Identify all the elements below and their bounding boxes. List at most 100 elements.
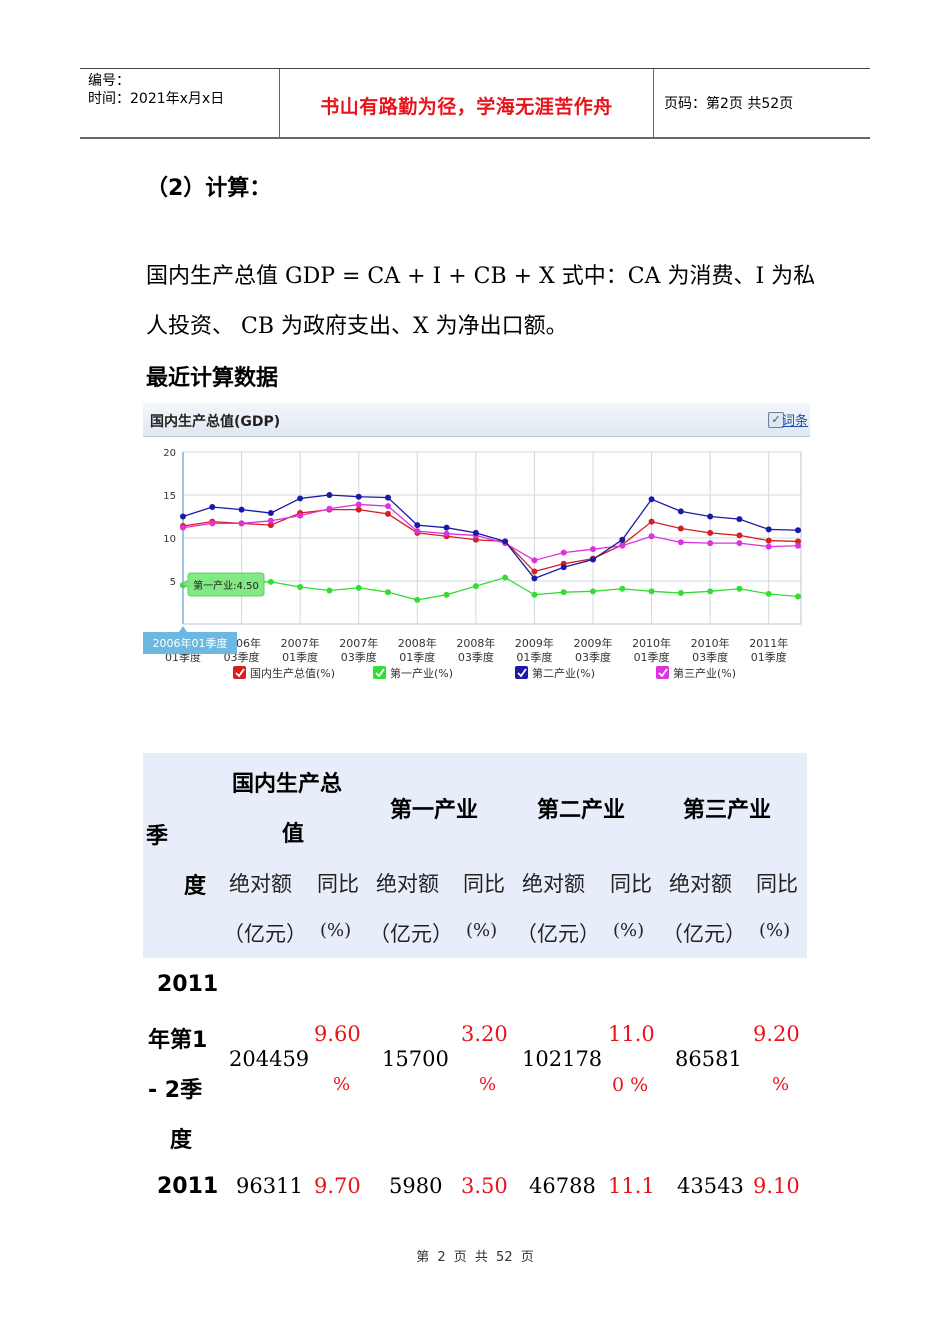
p3-yoy: 9.10	[753, 1174, 800, 1198]
gdp-yoy: 9.60	[314, 1022, 361, 1046]
date-label: 时间：2021年x月x日	[88, 91, 225, 107]
gdp-abs: 96311	[236, 1174, 303, 1198]
page-footer: 第 2 页 共 52 页	[416, 1250, 534, 1265]
page-header: 编号： 时间：2021年x月x日 书山有路勤为径，学海无涯苦作舟 页码：第2页 …	[80, 68, 870, 139]
row-label-line: 2011	[157, 972, 219, 997]
svg-text:2011年: 2011年	[749, 636, 788, 650]
sub-yoy: 同比	[317, 872, 359, 896]
col-quarter-1: 季	[146, 824, 169, 849]
formula-paragraph: 国内生产总值 GDP = CA + I + CB + X 式中：CA 为消费、I…	[146, 264, 816, 339]
gdp-chart-panel: 国内生产总值(GDP) ✓ 词条 51015202006年01季度2006年03…	[143, 403, 810, 693]
svg-text:03季度: 03季度	[458, 650, 494, 664]
svg-text:01季度: 01季度	[282, 650, 318, 664]
col-gdp-line2: 值	[282, 822, 305, 847]
svg-text:20: 20	[163, 448, 176, 459]
p1-abs: 5980	[389, 1174, 443, 1198]
table-header	[143, 753, 807, 958]
svg-text:03季度: 03季度	[692, 650, 728, 664]
svg-text:2008年: 2008年	[456, 636, 495, 650]
svg-text:第二产业(%): 第二产业(%)	[532, 666, 595, 680]
p2-yoy: 11.0	[608, 1022, 655, 1046]
subheading: 最近计算数据	[146, 366, 279, 391]
header-meta: 编号： 时间：2021年x月x日	[80, 69, 280, 137]
line-chart[interactable]: 51015202006年01季度2006年03季度2007年01季度2007年0…	[143, 403, 810, 693]
tooltip: 第一产业:4.50	[179, 572, 265, 597]
svg-text:国内生产总值(%): 国内生产总值(%)	[250, 666, 335, 680]
sub-abs-unit: （亿元）	[662, 922, 746, 946]
col-primary-industry: 第一产业	[390, 798, 479, 823]
p1-yoy: 3.50	[461, 1174, 508, 1198]
svg-text:2008年: 2008年	[398, 636, 437, 650]
col-secondary-industry: 第二产业	[537, 798, 626, 823]
sub-yoy: 同比	[463, 872, 505, 896]
svg-text:2007年: 2007年	[339, 636, 378, 650]
edit-checkbox-icon[interactable]: ✓	[768, 412, 784, 428]
row-label-line: - 2季	[148, 1078, 203, 1103]
sub-abs: 绝对额	[669, 872, 732, 896]
sub-abs-unit: （亿元）	[223, 922, 307, 946]
svg-text:10: 10	[163, 534, 176, 545]
gdp-yoy-unit: %	[333, 1074, 351, 1095]
svg-text:2010年: 2010年	[691, 636, 730, 650]
sub-yoy-unit: (%)	[320, 920, 352, 941]
gdp-yoy: 9.70	[314, 1174, 361, 1198]
p1-yoy-unit: %	[479, 1074, 497, 1095]
svg-text:2010年: 2010年	[632, 636, 671, 650]
number-label: 编号：	[88, 73, 130, 89]
series-line	[182, 494, 799, 580]
p2-abs: 46788	[529, 1174, 596, 1198]
sub-abs: 绝对额	[376, 872, 439, 896]
p2-yoy-unit: 0 %	[612, 1074, 649, 1096]
p2-yoy: 11.1	[608, 1174, 655, 1198]
svg-text:第一产业:4.50: 第一产业:4.50	[193, 579, 259, 592]
svg-text:15: 15	[163, 491, 176, 502]
svg-text:第三产业(%): 第三产业(%)	[673, 666, 736, 680]
svg-text:01季度: 01季度	[399, 650, 435, 664]
svg-text:2009年: 2009年	[515, 636, 554, 650]
svg-text:5: 5	[170, 577, 176, 588]
legend-checkbox-icon	[515, 666, 528, 679]
chart-titlebar: 国内生产总值(GDP) ✓ 词条	[143, 403, 810, 437]
sub-abs: 绝对额	[229, 872, 292, 896]
sub-abs-unit: （亿元）	[516, 922, 600, 946]
legend-checkbox-icon	[373, 666, 386, 679]
p1-yoy: 3.20	[461, 1022, 508, 1046]
series-line	[182, 576, 799, 601]
sub-yoy-unit: (%)	[613, 920, 645, 941]
sub-yoy-unit: (%)	[759, 920, 791, 941]
p3-yoy-unit: %	[772, 1074, 790, 1095]
svg-text:2009年: 2009年	[574, 636, 613, 650]
p2-abs: 102178	[522, 1047, 603, 1071]
sub-yoy-unit: (%)	[466, 920, 498, 941]
entry-link[interactable]: 词条	[781, 414, 808, 429]
p3-abs: 43543	[677, 1174, 744, 1198]
header-page-info: 页码：第2页 共52页	[664, 96, 794, 112]
chart-title: 国内生产总值(GDP)	[150, 414, 281, 430]
svg-text:03季度: 03季度	[341, 650, 377, 664]
row-label-line: 度	[170, 1128, 193, 1153]
legend-checkbox-icon	[233, 666, 246, 679]
col-gdp-line1: 国内生产总	[232, 772, 343, 797]
p1-abs: 15700	[382, 1047, 449, 1071]
header-motto: 书山有路勤为径，学海无涯苦作舟	[280, 69, 654, 137]
svg-text:2007年: 2007年	[281, 636, 320, 650]
section-title: （2）计算：	[146, 176, 272, 201]
p3-yoy: 9.20	[753, 1022, 800, 1046]
col-tertiary-industry: 第三产业	[683, 798, 772, 823]
p3-abs: 86581	[675, 1047, 742, 1071]
svg-text:第一产业(%): 第一产业(%)	[390, 666, 453, 680]
row-label-line: 2011	[157, 1174, 219, 1199]
svg-text:03季度: 03季度	[575, 650, 611, 664]
sub-yoy: 同比	[610, 872, 652, 896]
series-line	[182, 508, 799, 573]
legend-checkbox-icon	[656, 666, 669, 679]
sub-abs: 绝对额	[522, 872, 585, 896]
sub-yoy: 同比	[756, 872, 798, 896]
svg-text:01季度: 01季度	[516, 650, 552, 664]
col-quarter-2: 度	[184, 874, 207, 899]
sub-abs-unit: （亿元）	[369, 922, 453, 946]
svg-text:01季度: 01季度	[634, 650, 670, 664]
row-label-line: 年第1	[148, 1028, 208, 1053]
series-line	[182, 503, 799, 562]
gdp-abs: 204459	[229, 1047, 310, 1071]
